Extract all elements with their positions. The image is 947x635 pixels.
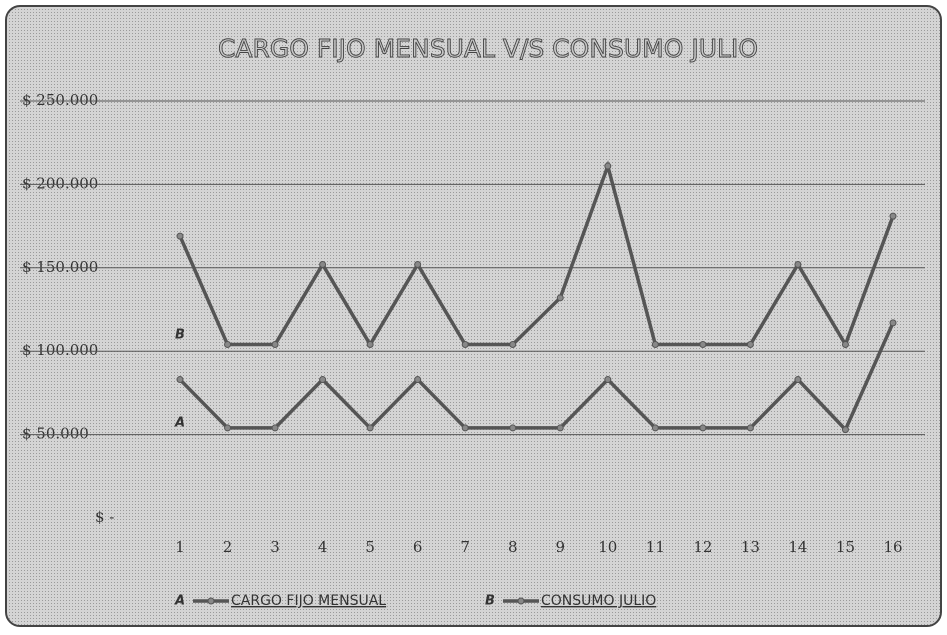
point: [841, 426, 849, 434]
series-tag: B: [175, 328, 185, 343]
series-tag: A: [174, 416, 185, 431]
point: [509, 424, 517, 432]
x-tick-label: 6: [413, 538, 423, 556]
point: [366, 341, 374, 349]
y-tick-label: $ -: [95, 508, 114, 526]
point: [414, 376, 422, 384]
legend-label: CONSUMO JULIO: [541, 593, 656, 609]
y-tick-label: $ 250.000: [22, 91, 98, 109]
x-tick-label: 16: [883, 538, 902, 556]
y-tick-label: $ 50.000: [22, 425, 89, 443]
series-line: [178, 160, 895, 349]
point: [176, 232, 184, 240]
x-tick-label: 9: [555, 538, 565, 556]
point: [319, 260, 327, 268]
legend-tag: B: [485, 594, 495, 609]
chart-background: [5, 5, 942, 627]
point: [366, 424, 374, 432]
point: [271, 341, 279, 349]
point: [699, 341, 707, 349]
legend-marker: [517, 597, 525, 605]
legend-marker: [207, 597, 215, 605]
point: [651, 341, 659, 349]
point: [556, 424, 564, 432]
point: [556, 294, 564, 302]
x-tick-label: 7: [460, 538, 470, 556]
point: [746, 341, 754, 349]
point: [224, 424, 232, 432]
point: [794, 260, 802, 268]
x-tick-label: 12: [693, 538, 712, 556]
legend-tag: A: [174, 594, 185, 609]
x-tick-label: 1: [175, 538, 185, 556]
point: [509, 341, 517, 349]
chart-title: CARGO FIJO MENSUAL V/S CONSUMO JULIO: [218, 34, 758, 63]
point: [461, 341, 469, 349]
point: [224, 341, 232, 349]
y-tick-label: $ 150.000: [22, 258, 98, 276]
point: [319, 376, 327, 384]
legend-label: CARGO FIJO MENSUAL: [231, 593, 386, 609]
point: [651, 424, 659, 432]
point: [461, 424, 469, 432]
x-tick-label: 10: [598, 538, 617, 556]
x-tick-label: 14: [788, 538, 807, 556]
point: [746, 424, 754, 432]
x-tick-label: 2: [223, 538, 233, 556]
x-tick-label: 13: [741, 538, 760, 556]
y-tick-label: $ 200.000: [22, 174, 98, 192]
point: [604, 162, 612, 170]
point: [176, 376, 184, 384]
x-tick-label: 15: [836, 538, 855, 556]
x-tick-label: 8: [508, 538, 518, 556]
point: [699, 424, 707, 432]
x-tick-label: 4: [318, 538, 328, 556]
point: [841, 341, 849, 349]
series-line: [178, 322, 895, 433]
point: [414, 260, 422, 268]
x-tick-label: 5: [365, 538, 375, 556]
point: [794, 376, 802, 384]
y-tick-label: $ 100.000: [22, 341, 98, 359]
point: [604, 376, 612, 384]
point: [889, 319, 897, 327]
x-tick-label: 11: [646, 538, 665, 556]
point: [889, 212, 897, 220]
point: [271, 424, 279, 432]
x-tick-label: 3: [270, 538, 280, 556]
